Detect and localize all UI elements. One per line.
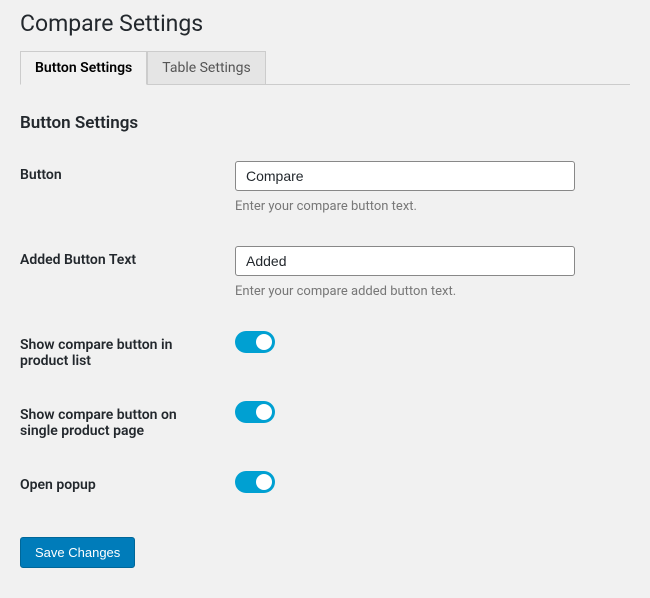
field-row-added-button-text: Added Button Text Enter your compare add… [20,246,630,299]
added-button-description: Enter your compare added button text. [235,284,630,299]
field-label-button: Button [20,161,235,183]
section-heading: Button Settings [20,113,630,133]
save-changes-button[interactable]: Save Changes [20,537,135,568]
field-control-button: Enter your compare button text. [235,161,630,214]
tabs-nav: Button Settings Table Settings [20,51,630,85]
field-label-show-product-list: Show compare button in product list [20,331,235,369]
field-row-show-single-product: Show compare button on single product pa… [20,401,630,439]
field-control-show-product-list [235,331,630,357]
tab-button-settings[interactable]: Button Settings [20,51,147,85]
field-row-button: Button Enter your compare button text. [20,161,630,214]
field-label-added-button-text: Added Button Text [20,246,235,268]
tab-table-settings[interactable]: Table Settings [147,51,265,84]
page-title: Compare Settings [20,10,630,37]
added-button-text-input[interactable] [235,246,575,276]
toggle-show-product-list[interactable] [235,331,275,353]
field-row-show-product-list: Show compare button in product list [20,331,630,369]
toggle-open-popup[interactable] [235,471,275,493]
button-description: Enter your compare button text. [235,199,630,214]
field-control-added-button-text: Enter your compare added button text. [235,246,630,299]
toggle-show-single-product[interactable] [235,401,275,423]
button-text-input[interactable] [235,161,575,191]
field-control-show-single-product [235,401,630,427]
field-label-open-popup: Open popup [20,471,235,493]
field-label-show-single-product: Show compare button on single product pa… [20,401,235,439]
field-row-open-popup: Open popup [20,471,630,497]
field-control-open-popup [235,471,630,497]
